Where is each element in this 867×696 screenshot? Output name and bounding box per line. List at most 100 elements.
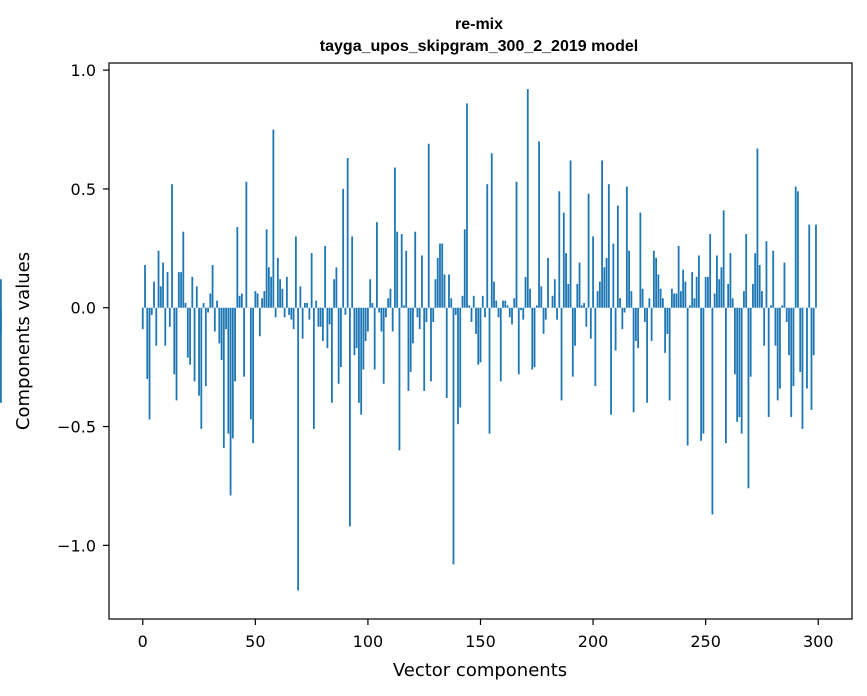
bar (315, 300, 318, 308)
bar (747, 307, 750, 489)
bar (506, 305, 509, 308)
bar (695, 276, 698, 308)
bar (418, 307, 421, 330)
bar (648, 298, 651, 308)
bar (508, 307, 511, 318)
bar (457, 307, 459, 425)
bar (403, 305, 405, 308)
bar (276, 257, 279, 308)
bar (234, 307, 236, 382)
bar (425, 307, 428, 322)
bar (236, 226, 239, 308)
bar (767, 307, 770, 418)
bar (490, 153, 493, 308)
bar (808, 224, 811, 308)
bar (493, 281, 495, 308)
bar (558, 191, 561, 308)
bar (815, 224, 817, 308)
bar (605, 257, 608, 308)
bar (650, 307, 653, 341)
bar (745, 234, 748, 308)
bar (495, 300, 498, 308)
bar (153, 281, 155, 308)
bar (335, 267, 338, 308)
bar (267, 267, 270, 308)
bar (511, 307, 513, 325)
y-tick-label: 1.0 (71, 61, 96, 80)
x-tick-label: 150 (465, 632, 496, 651)
bar (312, 307, 315, 429)
bar (362, 307, 365, 370)
bar (560, 307, 563, 401)
bar (592, 236, 594, 308)
bar (598, 281, 601, 308)
chart-title: re-mix (455, 16, 503, 33)
bar (385, 307, 387, 318)
bar (587, 193, 590, 308)
bar (594, 307, 597, 387)
bar (603, 267, 606, 308)
bar (556, 307, 558, 320)
bar (157, 250, 160, 308)
bar (547, 257, 549, 308)
bar (542, 307, 545, 334)
bar (432, 307, 435, 322)
bar (321, 307, 324, 341)
bar (337, 307, 340, 384)
bar (245, 181, 248, 308)
bar (378, 307, 381, 313)
bar (382, 307, 385, 384)
bar (454, 307, 457, 315)
bar (722, 210, 725, 308)
bar (632, 307, 635, 413)
bar (468, 305, 471, 308)
bar (328, 307, 331, 325)
bar (799, 307, 802, 372)
bar (342, 188, 345, 308)
bar (416, 307, 419, 318)
bar (231, 307, 234, 439)
bar (779, 307, 781, 389)
bar (333, 279, 336, 308)
y-tick-label: 0.0 (71, 299, 96, 318)
bar (346, 158, 349, 308)
bar (445, 307, 448, 399)
bar (229, 307, 232, 496)
bar (450, 298, 453, 308)
bar (682, 269, 685, 308)
bar (283, 307, 286, 318)
bar (659, 288, 662, 308)
bar (788, 307, 790, 356)
bar (146, 307, 149, 380)
bar (254, 291, 257, 308)
bar (691, 272, 694, 308)
bar (355, 307, 358, 349)
bar (144, 264, 146, 308)
bar (461, 295, 464, 308)
bar (641, 288, 644, 308)
bar (553, 279, 556, 308)
bar (218, 307, 221, 344)
bar (657, 274, 660, 308)
bar (670, 288, 673, 308)
bar (475, 307, 477, 334)
bar (436, 257, 439, 308)
bar (452, 307, 455, 565)
bar (533, 307, 536, 368)
bar (540, 286, 543, 308)
bar (576, 283, 579, 308)
bar (565, 253, 567, 308)
bar (621, 307, 624, 330)
bar (544, 307, 547, 320)
x-tick-label: 100 (353, 632, 384, 651)
bar (693, 298, 696, 308)
bar (303, 302, 306, 308)
bar (270, 276, 273, 308)
bar (668, 307, 671, 401)
bar (472, 295, 475, 308)
bar (213, 307, 216, 332)
bar (616, 205, 619, 308)
bar (166, 272, 169, 308)
bar (675, 293, 678, 308)
bar (198, 307, 200, 396)
